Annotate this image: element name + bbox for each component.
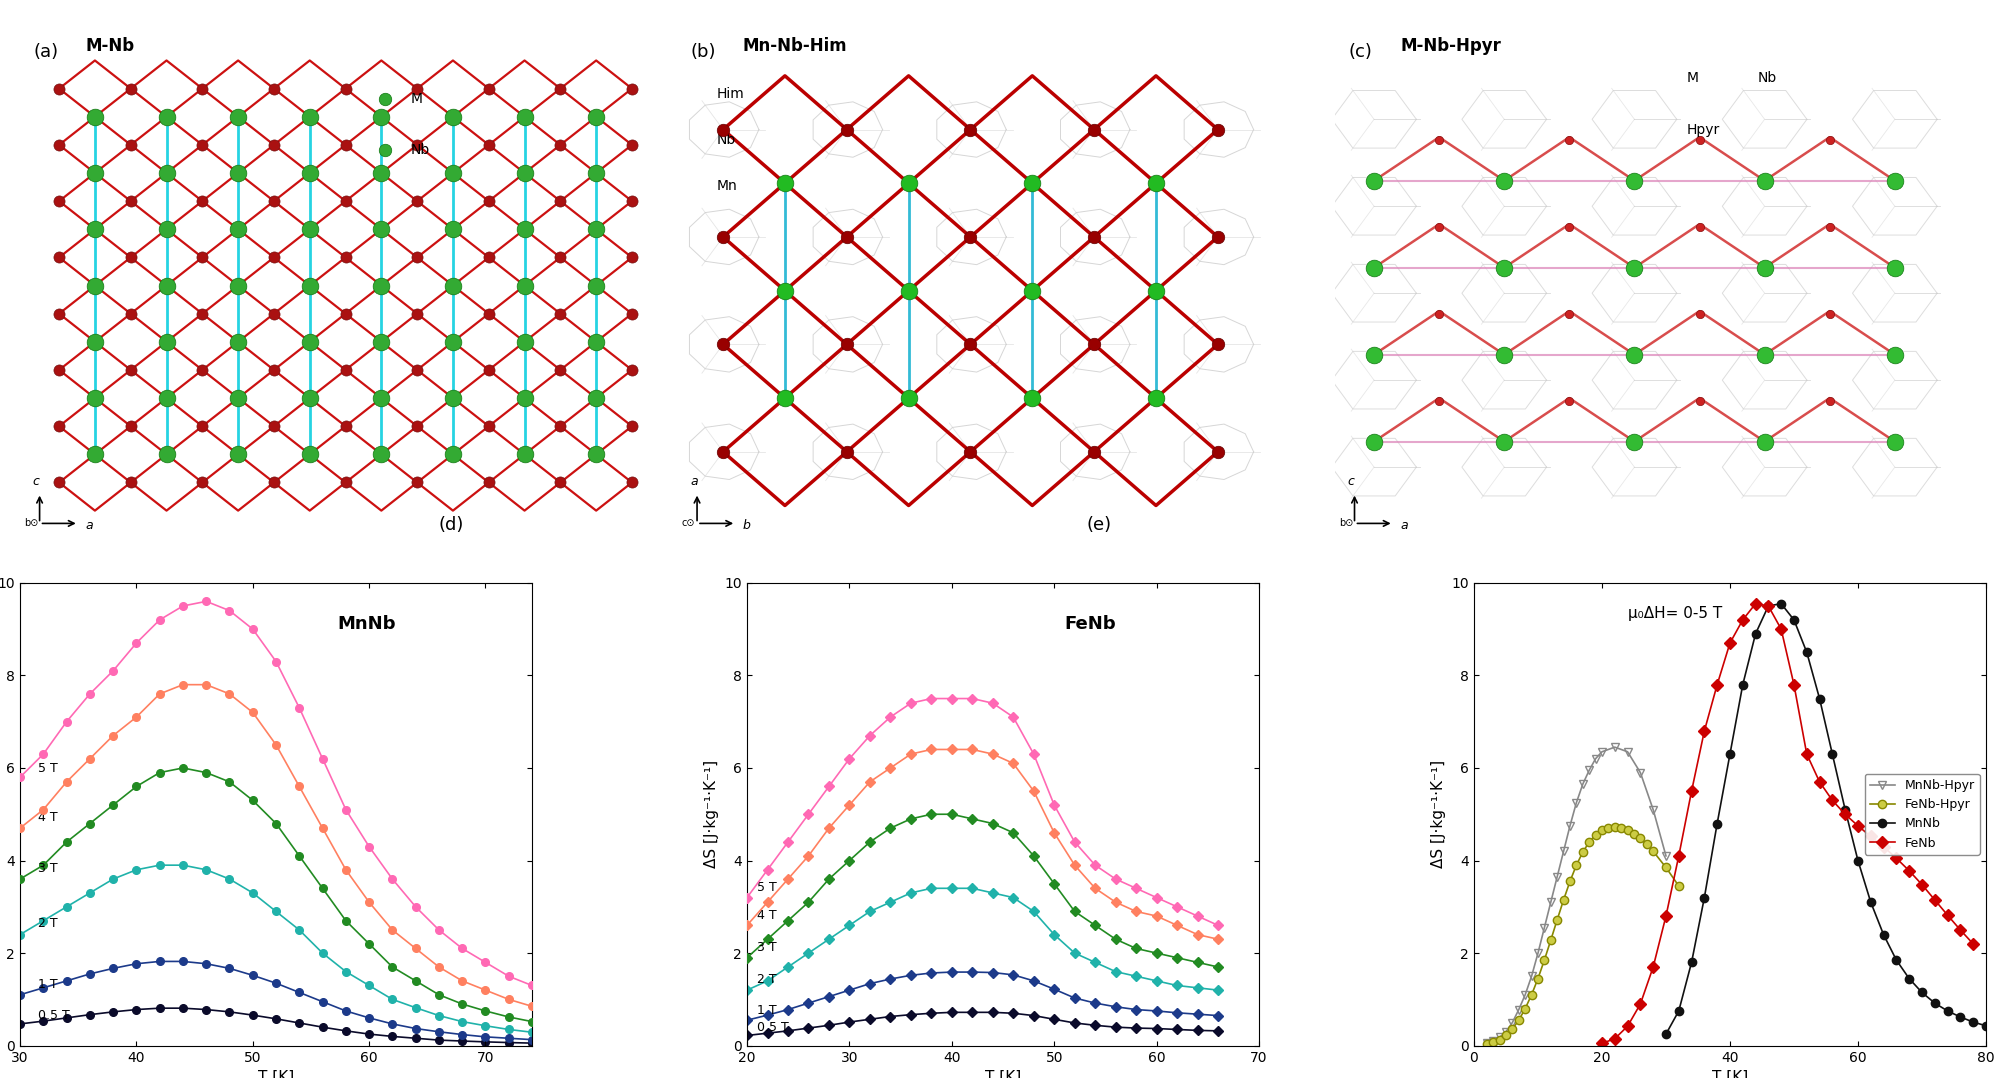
Text: 5 T: 5 T	[758, 881, 776, 894]
Y-axis label: ΔS [J·kg⁻¹·K⁻¹]: ΔS [J·kg⁻¹·K⁻¹]	[704, 760, 718, 868]
Text: M-Nb-Hpyr: M-Nb-Hpyr	[1399, 38, 1500, 55]
Text: Nb: Nb	[716, 133, 736, 147]
X-axis label: T [K]: T [K]	[984, 1070, 1021, 1078]
Text: c: c	[32, 475, 40, 488]
Text: (b): (b)	[690, 42, 716, 60]
Text: c⊙: c⊙	[682, 519, 696, 528]
X-axis label: T [K]: T [K]	[259, 1070, 295, 1078]
Text: 0.5 T: 0.5 T	[758, 1021, 788, 1034]
Text: M-Nb: M-Nb	[84, 38, 134, 55]
Text: b: b	[742, 520, 750, 533]
Text: (a): (a)	[32, 42, 58, 60]
Text: 3 T: 3 T	[38, 862, 56, 875]
Text: M: M	[1686, 71, 1698, 85]
Text: a: a	[84, 520, 92, 533]
Text: Hpyr: Hpyr	[1686, 123, 1718, 137]
Text: 1 T: 1 T	[758, 1004, 776, 1017]
Text: b⊙: b⊙	[1337, 519, 1353, 528]
Y-axis label: ΔS [J·kg⁻¹·K⁻¹]: ΔS [J·kg⁻¹·K⁻¹]	[1430, 760, 1446, 868]
Text: MnNb: MnNb	[337, 616, 395, 633]
Text: FeNb: FeNb	[1065, 616, 1115, 633]
Legend: MnNb-Hpyr, FeNb-Hpyr, MnNb, FeNb: MnNb-Hpyr, FeNb-Hpyr, MnNb, FeNb	[1863, 774, 1979, 855]
Text: b⊙: b⊙	[24, 519, 38, 528]
Text: c: c	[1347, 475, 1353, 488]
Text: 4 T: 4 T	[38, 812, 56, 825]
Text: M: M	[411, 92, 423, 106]
Text: 0.5 T: 0.5 T	[38, 1009, 70, 1022]
Text: 5 T: 5 T	[38, 762, 58, 775]
Text: (c): (c)	[1347, 42, 1371, 60]
Text: (d): (d)	[439, 515, 463, 534]
Text: Him: Him	[716, 86, 744, 100]
Text: 2 T: 2 T	[38, 917, 56, 930]
Text: Mn-Nb-Him: Mn-Nb-Him	[742, 38, 846, 55]
Text: (e): (e)	[1087, 515, 1111, 534]
Text: 3 T: 3 T	[758, 941, 776, 954]
Text: Nb: Nb	[1756, 71, 1776, 85]
Text: a: a	[1399, 520, 1408, 533]
Text: 1 T: 1 T	[38, 978, 56, 991]
Text: Nb: Nb	[411, 143, 429, 157]
Text: μ₀ΔH= 0-5 T: μ₀ΔH= 0-5 T	[1626, 606, 1720, 621]
Text: a: a	[690, 475, 698, 488]
Text: Mn: Mn	[716, 179, 738, 193]
X-axis label: T [K]: T [K]	[1710, 1070, 1746, 1078]
Text: 4 T: 4 T	[758, 909, 776, 922]
Text: 2 T: 2 T	[758, 973, 776, 986]
